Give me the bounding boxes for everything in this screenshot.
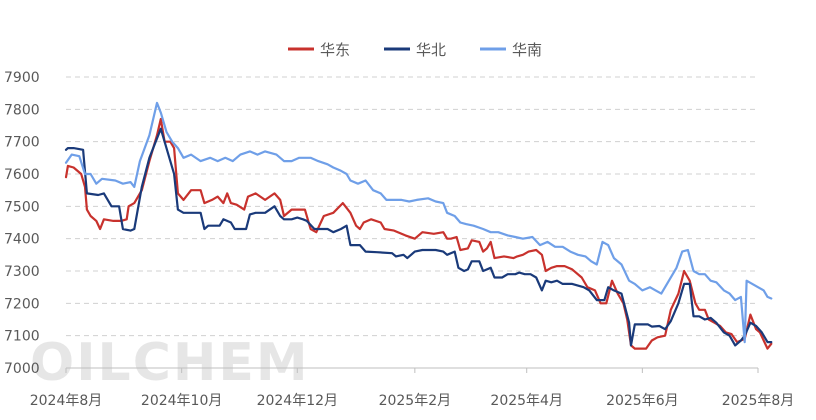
legend: 华东 华北 华南 xyxy=(288,41,542,59)
x-tick-label: 2025年6月 xyxy=(606,393,679,409)
y-tick-label: 7600 xyxy=(4,167,40,183)
y-axis: 7000 7100 7200 7300 7400 7500 7600 7700 7800 7900 xyxy=(4,70,40,377)
x-axis: 2024年8月 2024年10月 2024年12月 2025年2月 2025年4月 202… xyxy=(30,368,795,409)
series-layer xyxy=(64,101,773,350)
legend-label: 华南 xyxy=(512,41,542,59)
y-tick-label: 7800 xyxy=(4,102,40,118)
x-tick-label: 2025年8月 xyxy=(722,393,795,409)
legend-label: 华北 xyxy=(416,41,446,59)
grid-lines xyxy=(66,76,758,369)
series-line xyxy=(64,117,773,350)
y-tick-label: 7200 xyxy=(4,296,40,312)
y-tick-label: 7900 xyxy=(4,70,40,86)
y-tick-label: 7500 xyxy=(4,199,40,215)
x-tick-label: 2024年10月 xyxy=(141,393,222,409)
series-line xyxy=(64,127,773,347)
y-tick-label: 7000 xyxy=(4,361,40,377)
y-tick-label: 7100 xyxy=(4,329,40,345)
series-line xyxy=(64,101,773,344)
x-tick-label: 2025年4月 xyxy=(490,393,563,409)
y-tick-label: 7400 xyxy=(4,232,40,248)
x-tick-label: 2024年12月 xyxy=(257,393,338,409)
legend-label: 华东 xyxy=(320,41,350,59)
x-tick-label: 2024年8月 xyxy=(30,393,103,409)
y-tick-label: 7300 xyxy=(4,264,40,280)
watermark-logo: OILCHEM xyxy=(30,333,310,393)
y-tick-label: 7700 xyxy=(4,135,40,151)
x-tick-label: 2025年2月 xyxy=(379,393,452,409)
